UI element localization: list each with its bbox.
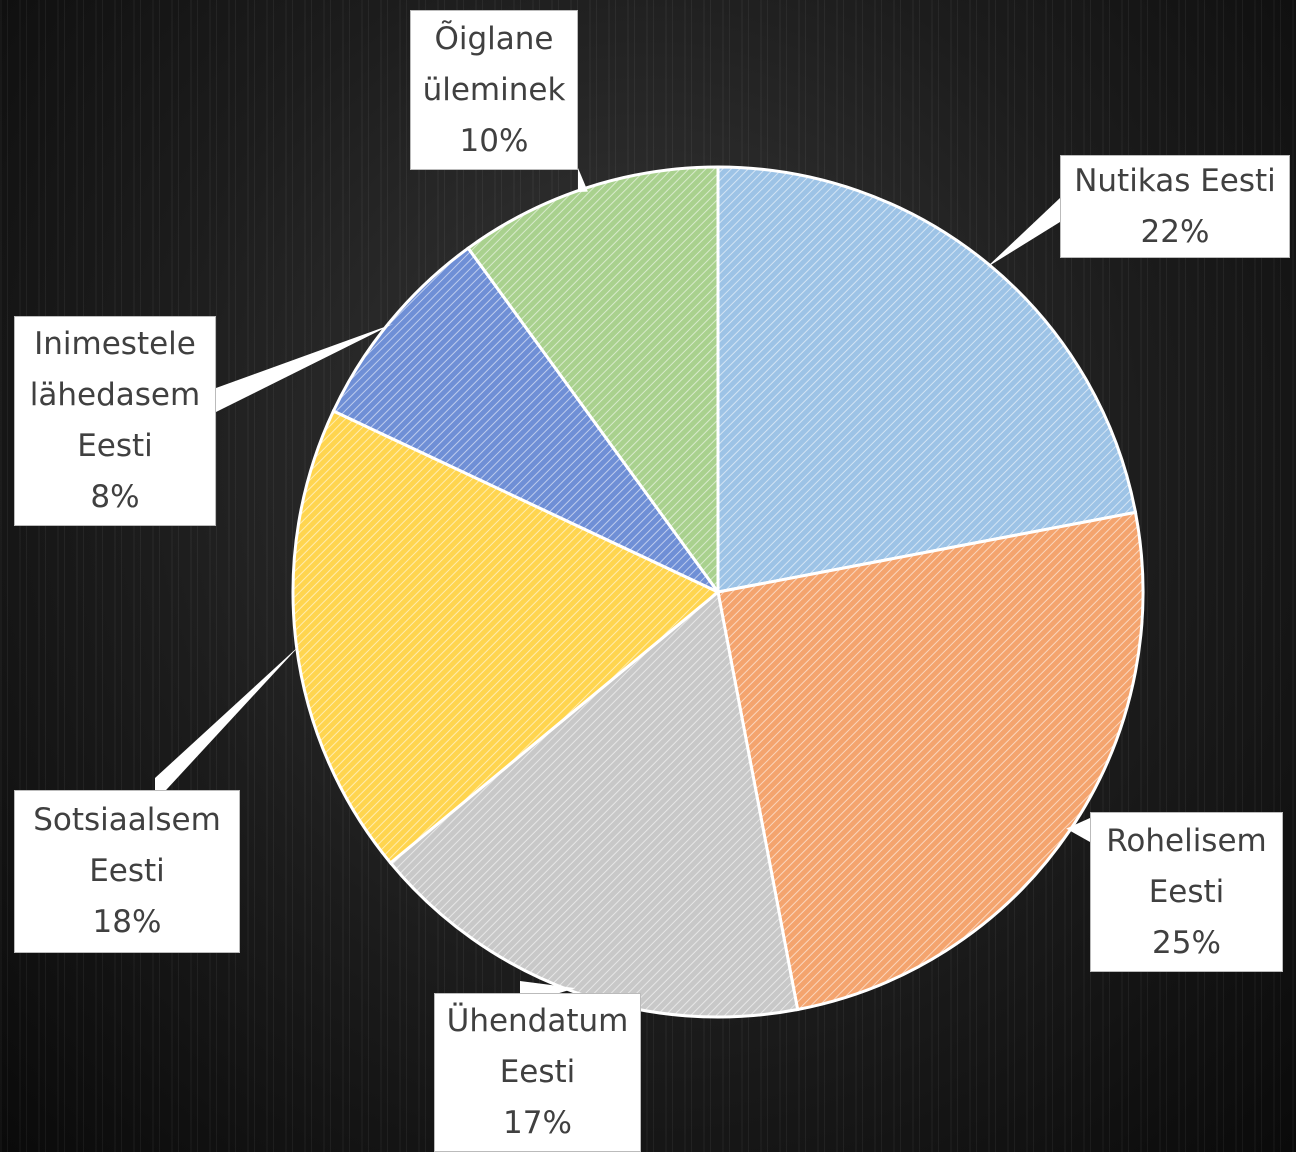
callout-pointer (1066, 818, 1090, 842)
pie-slice (291, 409, 721, 866)
label-name: Õiglane üleminek (422, 20, 566, 108)
pie-slice (466, 165, 720, 597)
label-percent: 25% (1152, 924, 1221, 961)
data-label: Nutikas Eesti 22% (1060, 155, 1290, 258)
data-label: Ühendatum Eesti 17% (434, 993, 641, 1152)
label-percent: 8% (90, 479, 140, 515)
label-name: Rohelisem Eesti (1106, 822, 1267, 910)
callout-pointer (578, 168, 588, 192)
label-percent: 18% (92, 904, 162, 940)
data-label: Sotsiaalsem Eesti 18% (14, 790, 240, 953)
label-name: Nutikas Eesti (1074, 162, 1276, 199)
pie-slice (331, 246, 720, 594)
label-percent: 10% (459, 122, 529, 159)
data-label: Õiglane üleminek 10% (410, 10, 578, 170)
label-percent: 22% (1140, 213, 1210, 250)
label-percent: 17% (503, 1105, 572, 1141)
callout-pointer (986, 198, 1060, 268)
data-label: Rohelisem Eesti 25% (1090, 812, 1283, 972)
pie-slice (716, 510, 1145, 1012)
data-label: Inimestele lähedasem Eesti 8% (14, 316, 216, 526)
pie-slice (716, 165, 1138, 594)
pie-slice (388, 589, 800, 1019)
label-name: Inimestele lähedasem Eesti (29, 326, 201, 464)
callout-pointer (155, 644, 301, 802)
label-name: Sotsiaalsem Eesti (33, 802, 221, 889)
callout-pointer (216, 323, 394, 412)
label-name: Ühendatum Eesti (446, 1003, 629, 1090)
